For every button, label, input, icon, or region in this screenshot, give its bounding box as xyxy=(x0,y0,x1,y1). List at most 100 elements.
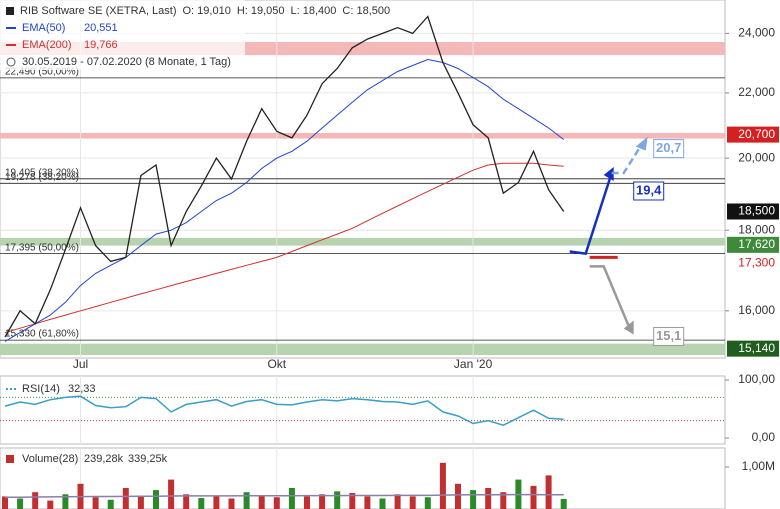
legend-bg xyxy=(0,0,245,70)
volume-bar xyxy=(153,490,159,509)
volume-bar xyxy=(243,492,250,509)
volume-panel xyxy=(0,447,726,509)
legend-value: 239,28k xyxy=(84,453,124,465)
volume-bar xyxy=(122,488,129,509)
volume-bar xyxy=(32,492,39,509)
legend-text: C: 18,500 xyxy=(342,5,390,17)
price-tag xyxy=(727,340,779,357)
legend-text: RSI(14) xyxy=(22,383,60,395)
arrow-head xyxy=(603,166,614,181)
legend-title: RIB Software SE (XETRA, Last) O: 19,010 H:… xyxy=(20,5,390,17)
target-box xyxy=(633,181,665,201)
volume-bar xyxy=(334,491,341,509)
legend-value: 20,551 xyxy=(84,22,118,34)
level-label: 19,405 (38,20%) xyxy=(5,167,79,178)
volume-bar xyxy=(394,494,401,509)
volume-bar xyxy=(500,492,507,509)
volume-bar xyxy=(198,498,205,509)
y-tick-label: 100,00 xyxy=(738,372,775,386)
volume-bar xyxy=(349,493,356,509)
level-label: 17,395 (50,00%) xyxy=(5,242,79,253)
rsi-line xyxy=(4,395,564,427)
price-tag-label: 18,500 xyxy=(738,204,775,218)
legend-text: EMA(50) xyxy=(22,22,65,34)
volume-bar xyxy=(379,498,386,509)
legend-value: 19,766 xyxy=(84,39,118,51)
volume-bar xyxy=(409,496,416,509)
volume-bar xyxy=(364,496,371,509)
legend-text: H: 19,050 xyxy=(237,5,285,17)
volume-average xyxy=(5,493,564,498)
x-tick-label: Okt xyxy=(267,357,286,371)
y-tick-label: 0,00 xyxy=(752,430,776,444)
y-tick-label: 24,000 xyxy=(738,26,775,40)
volume-bar xyxy=(470,490,477,509)
volume-bar xyxy=(545,475,552,509)
volume-bar xyxy=(288,488,295,509)
y-tick-label: 18,000 xyxy=(738,222,775,236)
legend-icon xyxy=(6,57,16,67)
volume-bar xyxy=(17,498,24,509)
scenario-arrow xyxy=(611,143,643,175)
y-tick-label: 1,00M xyxy=(742,459,775,473)
legend-value: 339,25k xyxy=(128,453,168,465)
target-box xyxy=(653,139,685,159)
target-box xyxy=(653,326,685,346)
price-tag xyxy=(727,203,779,220)
y-tick-label: 20,000 xyxy=(738,150,775,164)
date-range: 30.05.2019 - 07.02.2020 (8 Monate, 1 Tag… xyxy=(22,56,231,68)
zone xyxy=(0,237,725,246)
legend-text: RIB Software SE (XETRA, Last) xyxy=(20,5,177,17)
volume-bar xyxy=(319,494,326,509)
price-line xyxy=(4,15,565,338)
volume-bar xyxy=(62,494,69,509)
price-tag-label: 20,700 xyxy=(738,127,775,141)
scenario-arrow xyxy=(589,265,631,329)
x-tick-label: Jan '20 xyxy=(454,357,493,371)
volume-bar xyxy=(183,494,190,509)
volume-bar xyxy=(273,497,280,509)
zone xyxy=(0,132,725,139)
price-tag-label: 17,300 xyxy=(738,256,775,270)
legend-text: EMA(200) xyxy=(22,39,72,51)
legend-text: L: 18,400 xyxy=(291,5,337,17)
y-tick-label: 22,000 xyxy=(738,85,775,99)
zone xyxy=(0,343,725,355)
price-tag-label: 15,140 xyxy=(738,341,775,355)
level-label: 15,330 (61,80%) xyxy=(5,329,79,340)
ema-line xyxy=(4,58,565,342)
price-tag xyxy=(727,236,779,253)
price-tag xyxy=(727,255,779,272)
legend-value: 32,33 xyxy=(68,383,96,395)
volume-bar xyxy=(439,462,446,509)
ema-line xyxy=(4,162,564,334)
level-label: 19,278 (38,20%) xyxy=(5,172,79,183)
volume-bar xyxy=(213,496,220,509)
volume-bar xyxy=(304,496,310,509)
price-tag-label: 17,620 xyxy=(738,237,775,251)
volume-bar xyxy=(168,479,175,509)
volume-bar xyxy=(107,499,114,509)
volume-bar xyxy=(228,498,235,509)
price-tag xyxy=(727,126,779,143)
volume-bar xyxy=(2,496,8,509)
legend-swatch xyxy=(6,7,14,15)
volume-bar xyxy=(485,488,492,509)
level-label: 22,490 (50,00%) xyxy=(5,66,79,77)
legend-text: Volume(28) xyxy=(22,453,78,465)
volume-bar xyxy=(258,495,265,509)
legend-swatch xyxy=(6,455,14,463)
legend-text: O: 19,010 xyxy=(183,5,231,17)
volume-bar xyxy=(92,497,99,509)
volume-bar xyxy=(455,483,461,509)
scenario-arrow xyxy=(569,172,613,256)
y-tick-label: 16,000 xyxy=(738,303,775,317)
volume-bar xyxy=(424,497,431,509)
target-label: 20,7 xyxy=(656,140,681,155)
target-label: 15,1 xyxy=(656,328,681,343)
target-label: 19,4 xyxy=(636,182,662,197)
arrow-head xyxy=(635,136,648,151)
volume-bar xyxy=(137,496,144,509)
volume-bar xyxy=(47,500,54,509)
